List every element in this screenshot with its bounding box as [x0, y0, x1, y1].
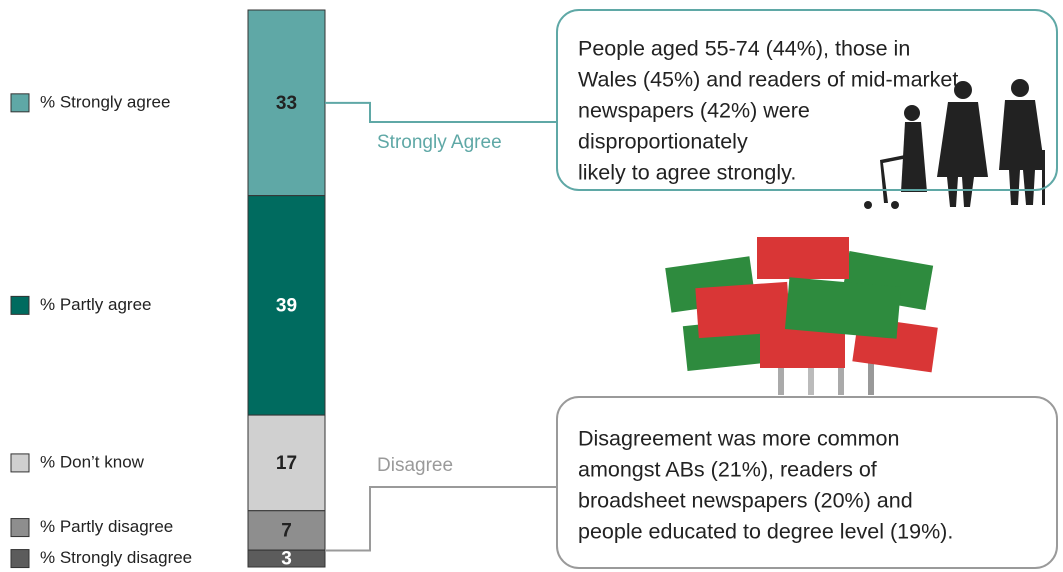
value-label: 17 [276, 453, 297, 474]
legend-label: % Partly agree [40, 295, 152, 314]
legend-swatch [10, 518, 30, 538]
callout-text: people educated to degree level (19%). [578, 520, 953, 544]
legend-label: % Strongly disagree [40, 548, 192, 567]
callout-text: likely to agree strongly. [578, 161, 796, 185]
bar-segment [247, 510, 326, 551]
legend-label: % Don’t know [40, 452, 145, 471]
callout-text: Wales (45%) and readers of mid-market [578, 68, 958, 92]
value-label: 33 [276, 93, 297, 114]
bar-segment [247, 549, 326, 568]
callout-text: Disagreement was more common [578, 427, 899, 451]
legend-label: % Strongly agree [40, 92, 170, 111]
value-label: 39 [276, 295, 297, 316]
callout-text: broadsheet newspapers (20%) and [578, 489, 913, 513]
callout-label: Disagree [377, 455, 453, 476]
legend-label: % Partly disagree [40, 517, 173, 536]
legend-swatch [10, 549, 30, 569]
connector [325, 486, 557, 552]
connector [325, 101, 557, 123]
callout-text: People aged 55-74 (44%), those in [578, 37, 910, 61]
callout-box [556, 396, 1058, 569]
people-illustration [864, 79, 1045, 209]
callout-text: disproportionately [578, 130, 748, 154]
legend-swatch [10, 453, 30, 473]
callout-text: amongst ABs (21%), readers of [578, 458, 877, 482]
bar-segment [247, 414, 326, 512]
callout-label: Strongly Agree [377, 132, 502, 153]
value-label: 7 [281, 520, 292, 541]
signs-illustration [665, 237, 938, 395]
callout-box [556, 9, 1058, 191]
legend-swatch [10, 295, 30, 315]
callout-text: newspapers (42%) were [578, 99, 810, 123]
value-label: 3 [281, 549, 292, 570]
bar-segment [247, 195, 326, 416]
legend-swatch [10, 93, 30, 113]
